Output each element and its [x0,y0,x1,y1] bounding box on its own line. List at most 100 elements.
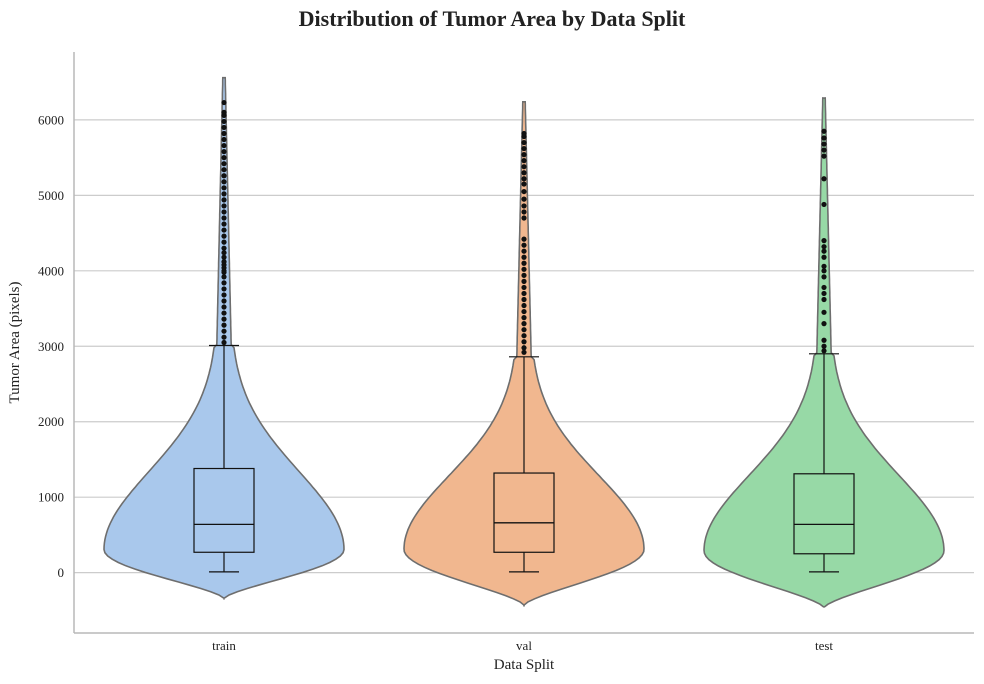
outlier-point [821,201,827,208]
outlier-point [221,227,227,233]
outlier-point [221,142,227,149]
outlier-point [521,345,527,351]
x-tick-label: test [815,638,833,653]
outlier-point [221,197,227,203]
outlier-point [521,333,527,339]
outlier-point [521,236,527,242]
outlier-point [521,215,527,221]
outlier-point [521,284,527,291]
outlier-point [521,158,527,164]
outlier-point [821,274,827,280]
outlier-point [221,239,227,245]
outlier-point [521,248,527,254]
chart-title: Distribution of Tumor Area by Data Split [298,6,686,31]
outlier-point [821,244,827,250]
outlier-point [221,155,227,161]
outlier-point [221,280,227,286]
outlier-point [221,118,227,125]
outlier-point [521,278,527,284]
outlier-point [521,188,527,195]
outlier-point [221,185,227,191]
outlier-point [221,322,227,328]
outlier-point [821,263,827,269]
outlier-point [521,181,527,187]
outlier-point [221,215,227,221]
outlier-point [521,339,527,345]
y-tick-label: 1000 [38,490,64,505]
outlier-point [221,167,227,173]
outlier-point [521,302,527,309]
outlier-point [821,153,827,159]
outlier-point [521,308,527,315]
outlier-point [521,164,527,170]
outlier-point [221,179,227,185]
y-tick-label: 3000 [38,339,64,354]
box-val [493,472,555,553]
outlier-point [821,141,827,147]
y-tick-labels: 0 1000 2000 3000 4000 5000 6000 [38,112,64,580]
outlier-point [821,254,827,260]
x-axis-label: Data Split [494,657,555,673]
outlier-point [821,309,827,315]
outlier-point [221,130,227,137]
outlier-point [221,328,227,334]
outlier-point [221,304,227,310]
outlier-point [521,130,527,137]
outlier-point [521,152,527,158]
outlier-point [221,259,227,265]
outlier-point [821,290,827,297]
outlier-point [221,191,227,197]
outlier-point [221,149,227,155]
outlier-point [221,274,227,280]
box-test [793,473,855,555]
x-tick-label: val [516,638,532,653]
outlier-point [521,139,527,146]
outlier-point [821,238,827,244]
outlier-point [821,337,827,343]
outlier-point [521,272,527,278]
outlier-point [221,334,227,340]
box-plots [193,344,855,573]
outlier-point [821,284,827,291]
y-tick-label: 4000 [38,263,64,278]
outlier-point [821,176,827,182]
outlier-point [521,176,527,182]
outlier-point [221,173,227,179]
outlier-points [221,99,827,355]
outlier-point [521,145,527,152]
outlier-point [821,348,827,354]
outlier-point [221,316,227,322]
outlier-point [221,245,227,251]
outlier-point [521,266,527,272]
outlier-point [221,161,227,167]
outlier-point [221,209,227,215]
outlier-point [821,296,827,303]
y-tick-label: 0 [58,565,65,580]
y-tick-label: 6000 [38,112,64,127]
outlier-point [521,315,527,321]
outlier-point [221,286,227,292]
outlier-point [221,109,227,115]
box-train [193,467,255,553]
y-tick-label: 5000 [38,188,64,203]
outlier-point [821,128,827,134]
outlier-point [221,136,227,143]
outlier-point [521,242,527,248]
y-tick-label: 2000 [38,414,64,429]
outlier-point [521,327,527,333]
outlier-point [821,135,827,141]
outlier-point [521,196,527,202]
outlier-point [521,290,527,297]
outlier-point [821,147,827,153]
outlier-point [221,339,227,346]
outlier-point [821,343,827,349]
outlier-point [221,99,227,106]
outlier-point [221,250,227,256]
outlier-point [521,296,527,303]
outlier-point [521,260,527,266]
outlier-point [521,170,527,176]
outlier-point [521,321,527,327]
outlier-point [521,349,527,355]
outlier-point [221,310,227,316]
